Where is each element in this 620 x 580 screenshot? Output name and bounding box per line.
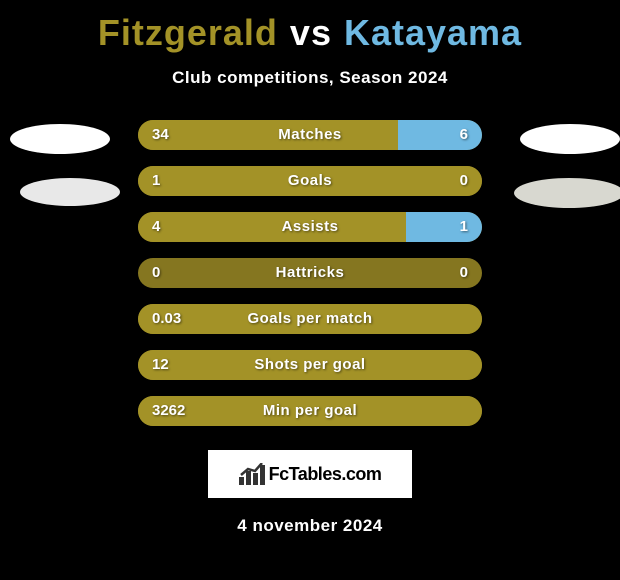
stat-value-right: 6	[460, 120, 468, 150]
stat-value-right: 0	[460, 258, 468, 288]
stat-value-right: 1	[460, 212, 468, 242]
subtitle: Club competitions, Season 2024	[0, 68, 620, 88]
fctables-icon	[239, 463, 265, 485]
stat-row: 4Assists1	[138, 212, 482, 242]
page-title: Fitzgerald vs Katayama	[0, 0, 620, 54]
player2-name: Katayama	[344, 12, 522, 54]
stat-label: Matches	[138, 120, 482, 150]
stat-rows: 34Matches61Goals04Assists10Hattricks00.0…	[138, 120, 482, 442]
stat-label: Goals	[138, 166, 482, 196]
stat-row: 0Hattricks0	[138, 258, 482, 288]
stats-area: 34Matches61Goals04Assists10Hattricks00.0…	[0, 120, 620, 440]
stat-row: 1Goals0	[138, 166, 482, 196]
player1-name: Fitzgerald	[98, 12, 278, 54]
vs-text: vs	[290, 12, 332, 54]
date: 4 november 2024	[0, 516, 620, 536]
fctables-text: FcTables.com	[269, 464, 382, 485]
stat-row: 3262Min per goal	[138, 396, 482, 426]
player1-avatar	[10, 124, 110, 154]
stat-label: Min per goal	[138, 396, 482, 426]
player1-crest	[20, 178, 120, 206]
player2-crest	[514, 178, 620, 208]
stat-value-right: 0	[460, 166, 468, 196]
stat-label: Hattricks	[138, 258, 482, 288]
stat-row: 0.03Goals per match	[138, 304, 482, 334]
stat-row: 34Matches6	[138, 120, 482, 150]
stat-row: 12Shots per goal	[138, 350, 482, 380]
stat-label: Shots per goal	[138, 350, 482, 380]
fctables-logo: FcTables.com	[208, 450, 412, 498]
stat-label: Assists	[138, 212, 482, 242]
player2-avatar	[520, 124, 620, 154]
stat-label: Goals per match	[138, 304, 482, 334]
